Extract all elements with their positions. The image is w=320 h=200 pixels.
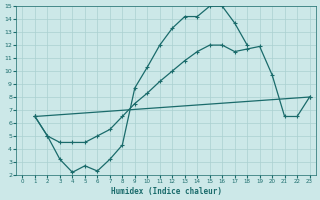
X-axis label: Humidex (Indice chaleur): Humidex (Indice chaleur)	[110, 187, 221, 196]
